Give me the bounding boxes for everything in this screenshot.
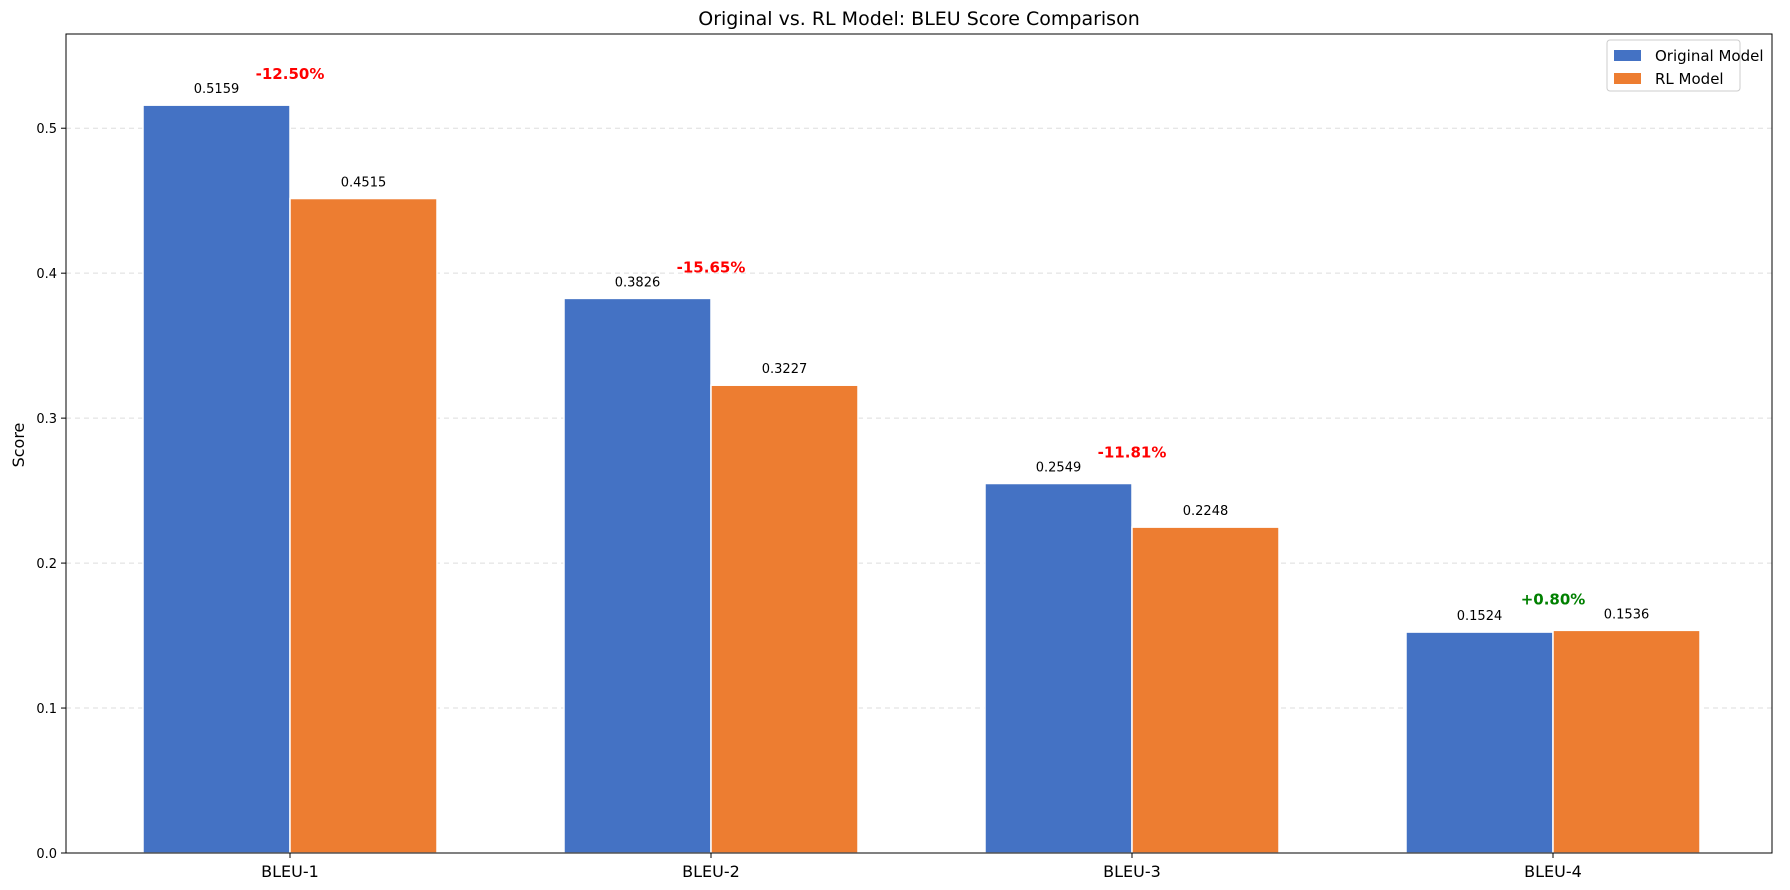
value-label: 0.3826 xyxy=(615,275,661,290)
value-label: 0.2549 xyxy=(1036,461,1082,476)
percent-change-label: -12.50% xyxy=(256,65,325,83)
bar-original-4 xyxy=(1405,631,1554,854)
bar-rl-3 xyxy=(1131,526,1280,854)
y-tick-label: 0.2 xyxy=(36,557,57,572)
y-tick-label: 0.3 xyxy=(36,412,57,427)
x-tick-label: BLEU-1 xyxy=(261,862,319,881)
legend-label: Original Model xyxy=(1655,47,1764,65)
percent-change-label: -11.81% xyxy=(1098,444,1167,462)
bars xyxy=(142,104,1701,854)
value-label: 0.5159 xyxy=(194,82,240,97)
legend-label: RL Model xyxy=(1655,70,1724,88)
y-axis-label: Score xyxy=(9,423,28,468)
plot-frame xyxy=(65,33,1773,854)
x-tick-label: BLEU-2 xyxy=(682,862,740,881)
percent-change-label: -15.65% xyxy=(677,258,746,276)
legend: Original Model RL Model xyxy=(1606,39,1764,92)
x-tick-label: BLEU-3 xyxy=(1103,862,1161,881)
bar-rl-2 xyxy=(710,384,859,854)
data-labels: 0.5159 0.4515 -12.50% 0.3826 0.3227 -15.65% 0.… xyxy=(194,65,1650,624)
percent-change-label: +0.80% xyxy=(1521,590,1586,608)
y-tick-label: 0.0 xyxy=(36,847,57,862)
y-tick-label: 0.4 xyxy=(36,267,57,282)
value-label: 0.1536 xyxy=(1604,607,1650,622)
x-tick-label: BLEU-4 xyxy=(1524,862,1582,881)
bar-original-1 xyxy=(142,104,291,854)
bar-rl-1 xyxy=(289,197,438,854)
bar-original-3 xyxy=(984,482,1133,854)
y-tick-label: 0.1 xyxy=(36,702,57,717)
value-label: 0.4515 xyxy=(341,176,387,191)
y-tick-label: 0.5 xyxy=(36,122,57,137)
legend-swatch xyxy=(1614,50,1641,61)
chart-title: Original vs. RL Model: BLEU Score Compar… xyxy=(698,8,1140,30)
legend-swatch xyxy=(1614,73,1641,84)
value-label: 0.2248 xyxy=(1183,504,1229,519)
bar-rl-4 xyxy=(1552,629,1701,854)
value-label: 0.3227 xyxy=(762,362,808,377)
bar-original-2 xyxy=(563,297,712,854)
axes: 0.0 0.1 0.2 0.3 0.4 0.5 BLEU-1 BLEU-2 BLEU-3 BLEU… xyxy=(36,122,1582,881)
value-label: 0.1524 xyxy=(1457,609,1503,624)
